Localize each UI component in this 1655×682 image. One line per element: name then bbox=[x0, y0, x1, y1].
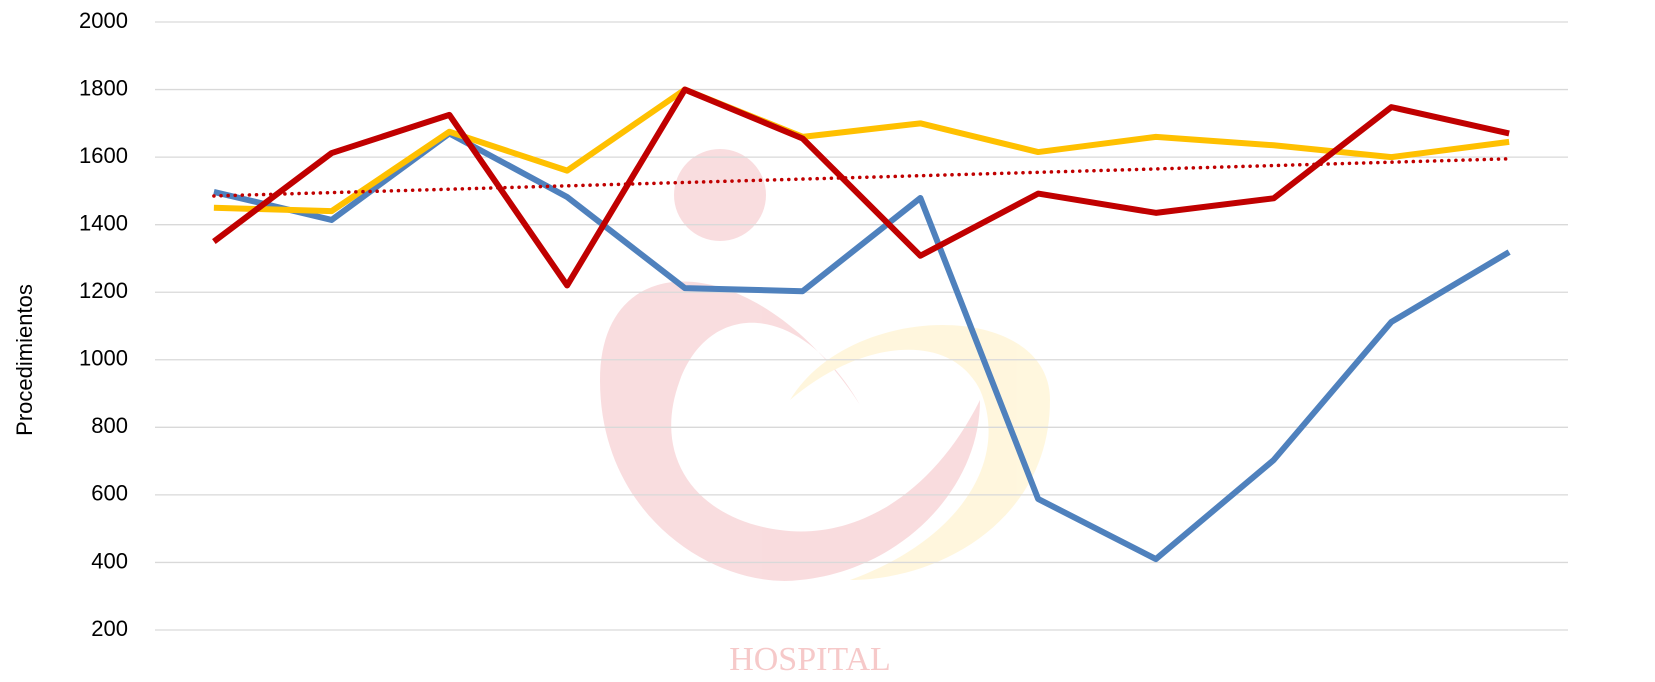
y-tick-label: 1400 bbox=[79, 210, 128, 235]
y-tick-label: 400 bbox=[91, 548, 128, 573]
y-axis-label: Procedimientos bbox=[12, 284, 37, 436]
y-tick-label: 800 bbox=[91, 413, 128, 438]
trend-line bbox=[212, 157, 1511, 198]
y-tick-label: 200 bbox=[91, 616, 128, 641]
y-tick-label: 600 bbox=[91, 481, 128, 506]
y-tick-label: 1600 bbox=[79, 143, 128, 168]
y-tick-label: 2000 bbox=[79, 8, 128, 33]
y-tick-label: 1200 bbox=[79, 278, 128, 303]
y-tick-label: 1800 bbox=[79, 75, 128, 100]
series-line bbox=[212, 86, 1510, 289]
series-line bbox=[213, 86, 1510, 215]
watermark-text: HOSPITAL bbox=[729, 641, 891, 677]
watermark-logo bbox=[600, 149, 1050, 581]
y-tick-label: 1000 bbox=[79, 346, 128, 371]
